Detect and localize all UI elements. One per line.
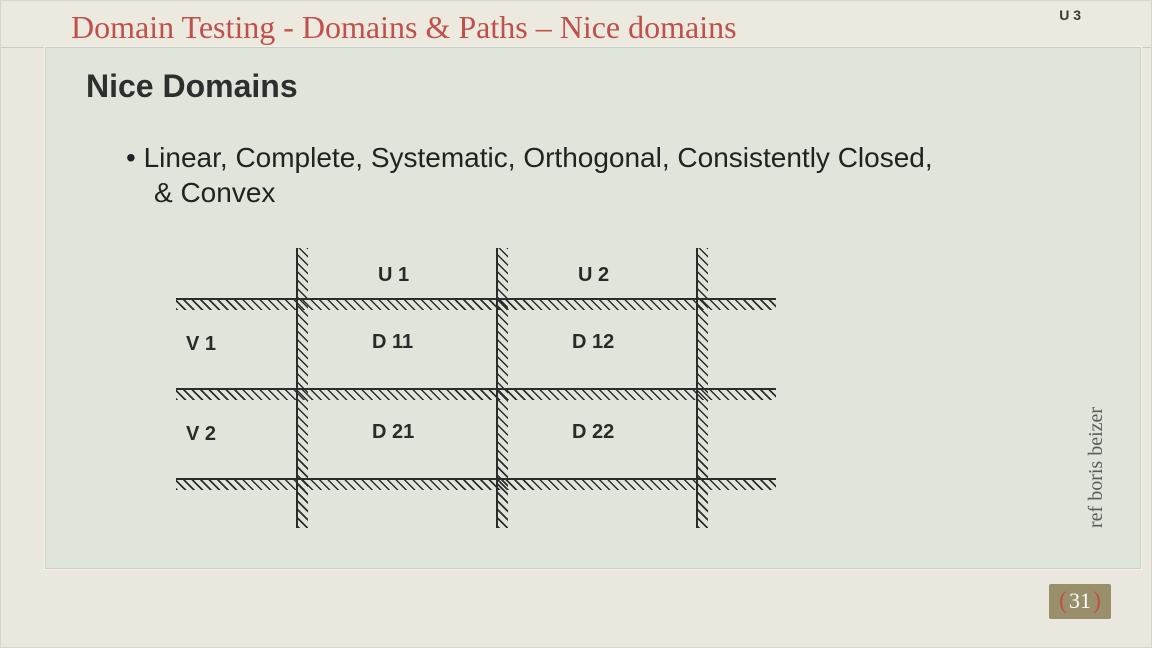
domain-grid-diagram: U 1 U 2 V 1 V 2 D 11 D 12 D 21 D 22 — [176, 248, 796, 548]
slide-number: 31 — [1067, 588, 1093, 613]
axis-label: U 2 — [578, 264, 609, 287]
cell-label: D 22 — [572, 421, 614, 444]
unit-tag: U 3 — [1059, 7, 1081, 23]
cell-label: D 11 — [372, 331, 413, 354]
bullet-line2: & Convex — [126, 175, 1100, 210]
hatch-strip — [176, 300, 776, 310]
reference-text: ref boris beizer — [1085, 407, 1108, 528]
cell-label: D 12 — [572, 331, 614, 354]
slide-frame: Domain Testing - Domains & Paths – Nice … — [0, 0, 1152, 648]
hatch-strip — [176, 390, 776, 400]
slide-number-badge: (31) — [1049, 584, 1111, 619]
panel-subtitle: Nice Domains — [86, 68, 298, 105]
paren-left: ( — [1059, 588, 1067, 614]
content-panel: Nice Domains Linear, Complete, Systemati… — [45, 47, 1141, 569]
axis-label: V 2 — [186, 423, 216, 446]
paren-right: ) — [1093, 588, 1101, 614]
cell-label: D 21 — [372, 421, 414, 444]
hatch-strip — [176, 480, 776, 490]
bullet-line1: Linear, Complete, Systematic, Orthogonal… — [144, 142, 933, 173]
axis-label: V 1 — [186, 333, 216, 356]
reference-sidebar: ref boris beizer — [1108, 228, 1128, 528]
axis-label: U 1 — [378, 264, 409, 287]
slide-title: Domain Testing - Domains & Paths – Nice … — [71, 9, 737, 46]
bullet-text: Linear, Complete, Systematic, Orthogonal… — [126, 140, 1100, 210]
